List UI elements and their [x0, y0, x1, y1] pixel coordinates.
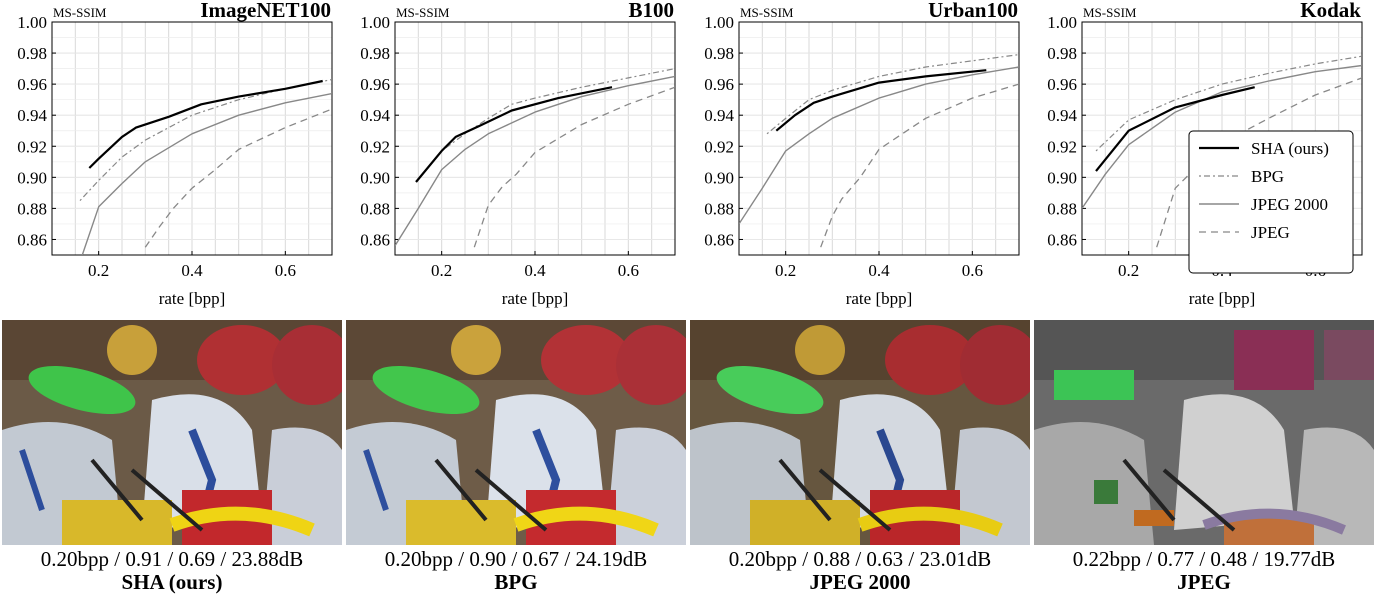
y-tick-label: 0.92 [704, 137, 734, 156]
series-line-sha-ours [415, 86, 613, 183]
legend-label-jpeg-2000: JPEG 2000 [1251, 195, 1328, 214]
charts-area: 0.86 0.88 0.90 0.92 0.94 0.96 0.98 1.00 0.2 0.4 0.… [17, 0, 1363, 308]
chart-title: Urban100 [928, 0, 1018, 22]
y-tick-label: 1.00 [704, 13, 734, 32]
x-tick-label: 0.2 [1118, 261, 1139, 280]
y-tick-label: 0.90 [17, 168, 47, 187]
chart-title: ImageNET100 [200, 0, 331, 22]
x-axis-label: rate [bpp] [502, 289, 569, 308]
x-axis-label: rate [bpp] [846, 289, 913, 308]
y-tick-label: 0.90 [1047, 168, 1077, 187]
x-axis-label: rate [bpp] [1189, 289, 1256, 308]
chart-kodak: 0.860.880.900.920.940.960.981.000.20.40.… [1047, 0, 1363, 308]
caption-method-jpeg2000: JPEG 2000 [809, 570, 911, 594]
caption-metrics-jpeg: 0.22bpp / 0.77 / 0.48 / 19.77dB [1072, 547, 1336, 571]
series-group [395, 68, 675, 248]
y-tick-label: 1.00 [17, 13, 47, 32]
caption-method-jpeg: JPEG [1177, 570, 1231, 594]
legend-label-jpeg: JPEG [1251, 223, 1290, 242]
caption-metrics-bpg: 0.20bpp / 0.90 / 0.67 / 24.19dB [384, 547, 648, 571]
y-tick-label: 0.86 [1047, 230, 1077, 249]
y-tick-label: 1.00 [360, 13, 390, 32]
series-line-jpeg-2000 [739, 66, 1019, 225]
y-axis-label: MS-SSIM [53, 5, 107, 20]
y-tick-label: 0.88 [360, 199, 390, 218]
motocross-image [690, 320, 1030, 545]
y-tick-label: 0.94 [17, 106, 47, 125]
motocross-image [1034, 320, 1374, 545]
legend-box [1188, 130, 1354, 274]
caption-metrics-jpeg2000: 0.20bpp / 0.88 / 0.63 / 23.01dB [728, 547, 992, 571]
series-line-jpeg-2000 [395, 75, 675, 247]
y-tick-label: 0.88 [1047, 199, 1077, 218]
chart-title: B100 [628, 0, 674, 22]
y-axis-label: MS-SSIM [740, 5, 794, 20]
y-tick-label: 0.96 [17, 75, 47, 94]
series-line-jpeg [144, 108, 332, 248]
y-axis-label: MS-SSIM [1083, 5, 1137, 20]
photo-jpeg2000 [690, 320, 1030, 545]
photo-sha [2, 320, 342, 545]
y-tick-label: 0.86 [704, 230, 734, 249]
x-tick-label: 0.4 [524, 261, 546, 280]
motocross-image [2, 320, 342, 545]
caption-method-bpg: BPG [494, 570, 538, 594]
series-group [79, 78, 332, 255]
series-line-jpeg [473, 86, 675, 248]
y-tick-label: 0.90 [704, 168, 734, 187]
x-tick-label: 0.4 [868, 261, 890, 280]
chart-b100: 0.86 0.88 0.90 0.92 0.94 0.96 0.98 1.00 0.2 0.4 0.… [360, 0, 676, 308]
motocross-image [346, 320, 686, 545]
y-tick-label: 0.94 [360, 106, 390, 125]
legend-label-bpg: BPG [1251, 167, 1284, 186]
series-group [739, 54, 1019, 248]
legend-label-sha-ours: SHA (ours) [1251, 139, 1329, 158]
series-line-sha-ours [775, 69, 987, 132]
y-tick-label: 0.88 [17, 199, 47, 218]
y-tick-label: 0.96 [704, 75, 734, 94]
series-line-jpeg-2000 [81, 92, 332, 255]
chart-urban100: 0.86 0.88 0.90 0.92 0.94 0.96 0.98 1.00 0.2 0.4 0.… [704, 0, 1020, 308]
x-tick-label: 0.2 [775, 261, 796, 280]
photo-jpeg [1034, 320, 1374, 545]
y-tick-label: 0.86 [360, 230, 390, 249]
caption-metrics-sha: 0.20bpp / 0.91 / 0.69 / 23.88dB [40, 547, 304, 571]
y-axis-label: MS-SSIM [396, 5, 450, 20]
y-tick-label: 0.86 [17, 230, 47, 249]
x-tick-label: 0.2 [88, 261, 109, 280]
series-line-sha-ours [88, 79, 323, 169]
y-tick-label: 0.96 [1047, 75, 1077, 94]
y-tick-label: 0.98 [704, 44, 734, 63]
y-tick-label: 0.92 [1047, 137, 1077, 156]
y-tick-label: 1.00 [1047, 13, 1077, 32]
series-line-bpg [766, 54, 1019, 135]
series-line-sha-ours [1095, 86, 1255, 172]
photo-bpg [346, 320, 686, 545]
y-tick-label: 0.88 [704, 199, 734, 218]
x-tick-label: 0.6 [962, 261, 983, 280]
chart-title: Kodak [1300, 0, 1361, 22]
chart-imagenet100: 0.86 0.88 0.90 0.92 0.94 0.96 0.98 1.00 0.2 0.4 0.… [17, 0, 333, 308]
y-tick-label: 0.92 [17, 137, 47, 156]
x-axis-label: rate [bpp] [159, 289, 226, 308]
y-tick-label: 0.92 [360, 137, 390, 156]
y-tick-label: 0.98 [1047, 44, 1077, 63]
series-line-jpeg [820, 83, 1019, 248]
y-tick-label: 0.94 [1047, 106, 1077, 125]
y-tick-label: 0.98 [360, 44, 390, 63]
y-tick-label: 0.90 [360, 168, 390, 187]
x-tick-label: 0.6 [275, 261, 296, 280]
x-tick-label: 0.6 [618, 261, 639, 280]
y-tick-label: 0.96 [360, 75, 390, 94]
x-tick-label: 0.2 [431, 261, 452, 280]
series-line-bpg [1095, 55, 1362, 152]
y-tick-label: 0.94 [704, 106, 734, 125]
x-tick-label: 0.4 [181, 261, 203, 280]
legend: SHA (ours) BPG JPEG 2000 JPEG [1188, 130, 1354, 274]
caption-method-sha: SHA (ours) [121, 570, 223, 594]
y-tick-label: 0.98 [17, 44, 47, 63]
